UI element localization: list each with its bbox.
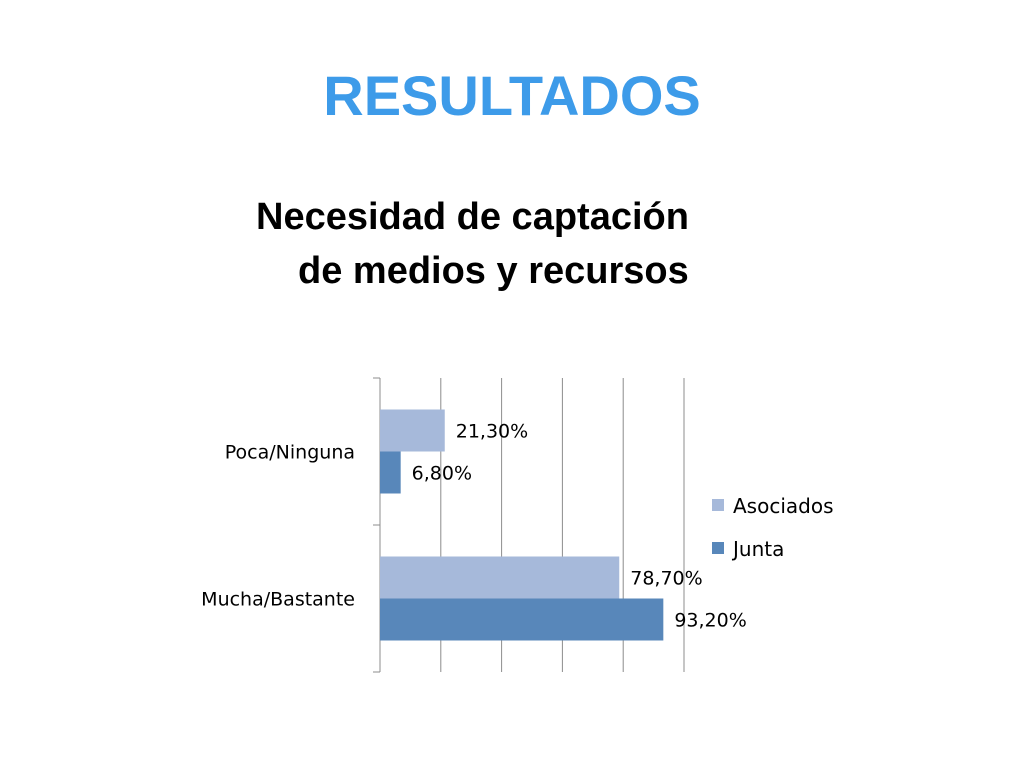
legend-swatch-asociados <box>712 499 724 511</box>
legend: Asociados Junta <box>712 494 834 561</box>
bar-junta-poca-ninguna <box>380 451 401 494</box>
category-label-mucha-bastante: Mucha/Bastante <box>201 589 355 611</box>
bar-asociados-poca-ninguna <box>380 409 445 452</box>
slide-title: RESULTADOS <box>323 64 701 127</box>
legend-swatch-junta <box>712 542 724 554</box>
bar-asociados-mucha-bastante <box>380 556 620 599</box>
subtitle-line-2: de medios y recursos <box>298 250 689 292</box>
data-label-junta-poca-ninguna: 6,80% <box>412 463 472 485</box>
category-label-poca-ninguna: Poca/Ninguna <box>225 442 355 464</box>
category-axis: Poca/Ninguna Mucha/Bastante <box>201 377 381 673</box>
chart-subtitle: Necesidad de captación de medios y recur… <box>0 190 1024 298</box>
bars <box>380 409 664 641</box>
subtitle-line-1: Necesidad de captación <box>256 196 689 238</box>
bar-junta-mucha-bastante <box>380 598 664 641</box>
data-label-asociados-poca-ninguna: 21,30% <box>456 421 528 443</box>
data-label-asociados-mucha-bastante: 78,70% <box>630 568 702 590</box>
legend-label-asociados: Asociados <box>733 494 834 518</box>
data-label-junta-mucha-bastante: 93,20% <box>674 610 746 632</box>
legend-label-junta: Junta <box>731 537 784 561</box>
data-labels: 21,30% 6,80% 78,70% 93,20% <box>412 421 747 632</box>
